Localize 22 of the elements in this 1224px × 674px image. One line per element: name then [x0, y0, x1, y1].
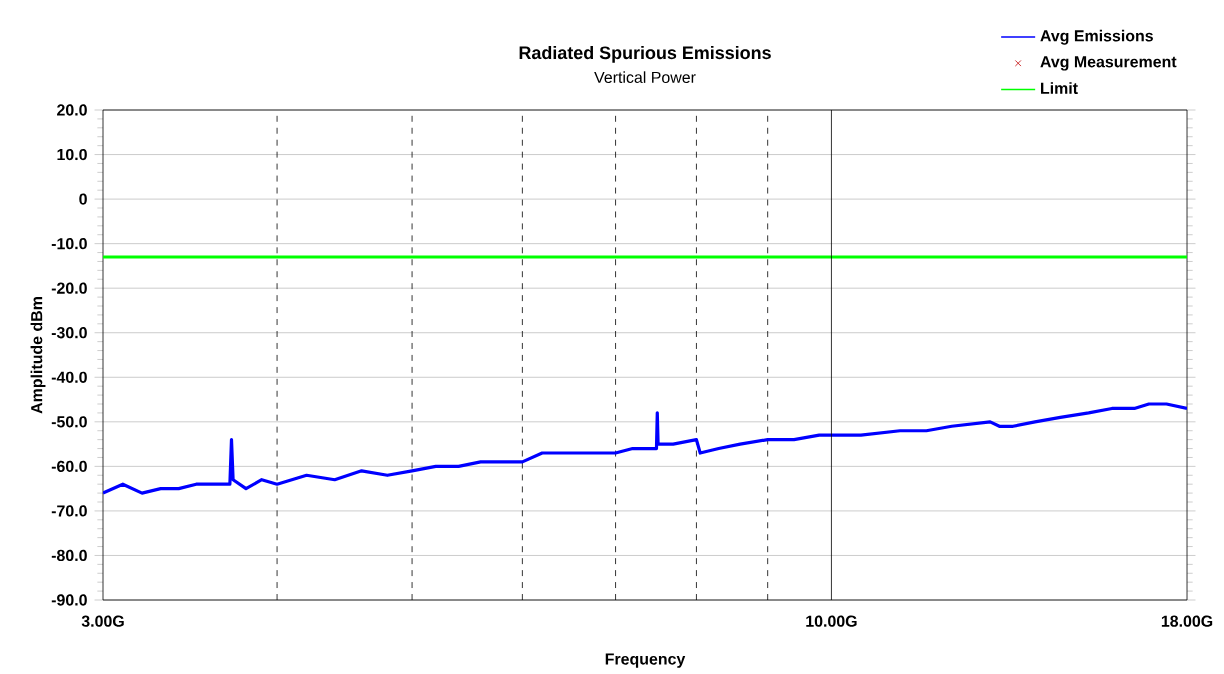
y-tick-label: -80.0 [51, 549, 87, 561]
legend-label: Avg Emissions [1040, 29, 1153, 45]
y-tick-label: -40.0 [51, 371, 87, 383]
x-tick-label: 10.00G [806, 615, 857, 627]
legend-label: Limit [1041, 81, 1078, 94]
x-axis-title: Frequency [605, 653, 686, 668]
y-tick-label: -60.0 [51, 460, 87, 472]
chart-subtitle: Vertical Power [594, 71, 696, 83]
y-axis-title: Amplitude dBm [30, 296, 46, 414]
legend-label: Avg Measurement [1040, 56, 1177, 71]
y-tick-label: -90.0 [51, 594, 87, 606]
y-tick-label: -70.0 [51, 505, 87, 517]
y-tick-label: 0 [79, 193, 87, 205]
y-tick-label: -20.0 [51, 282, 87, 294]
y-tick-label: 20.0 [57, 104, 87, 116]
chart-title: Radiated Spurious Emissions [519, 45, 771, 63]
x-tick-label: 18.00G [1161, 615, 1213, 627]
y-tick-label: -50.0 [51, 415, 87, 428]
y-tick-label: -30.0 [51, 326, 87, 339]
y-tick-label: -10.0 [51, 237, 87, 250]
y-tick-label: 10.0 [57, 148, 87, 160]
x-tick-label: 3.00G [81, 615, 124, 627]
